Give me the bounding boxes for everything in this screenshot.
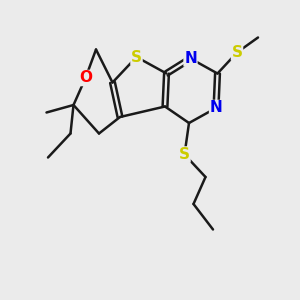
Text: O: O <box>79 70 92 86</box>
Text: S: S <box>131 50 142 64</box>
Text: S: S <box>179 147 190 162</box>
Text: S: S <box>232 45 242 60</box>
Text: N: N <box>184 51 197 66</box>
Text: N: N <box>210 100 222 116</box>
